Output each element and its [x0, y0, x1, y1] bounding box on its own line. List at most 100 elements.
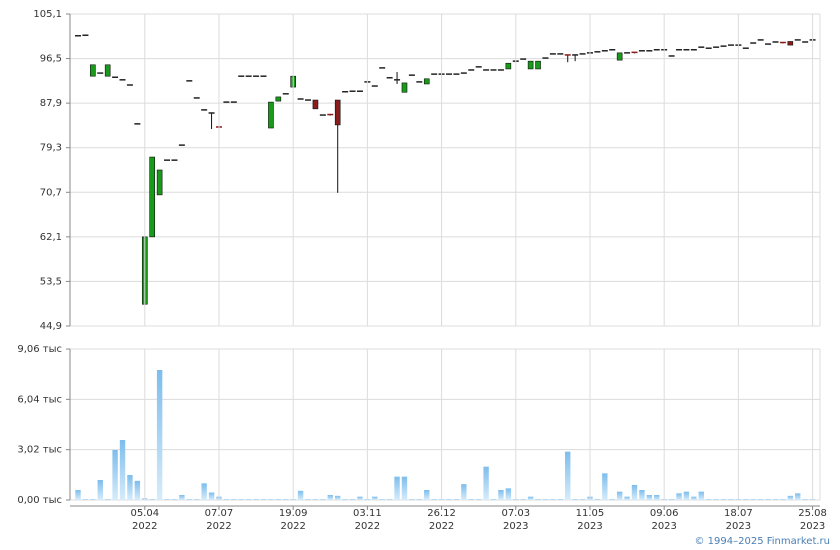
volume-bar — [542, 499, 549, 500]
volume-bar — [283, 499, 289, 500]
volume-bar — [112, 450, 118, 500]
x-tick-label: 25.08 — [798, 508, 827, 519]
x-tick-label: 09.06 — [650, 508, 679, 519]
volume-bar — [505, 488, 512, 500]
volume-bar — [401, 476, 408, 500]
volume-bar — [720, 499, 727, 500]
volume-bar — [787, 495, 794, 500]
volume-bar — [483, 466, 489, 500]
volume-bar — [245, 499, 252, 500]
y-tick-label: 79,3 — [40, 143, 62, 154]
volume-bar — [713, 499, 719, 500]
volume-bar — [268, 499, 274, 500]
volume-bar — [453, 499, 460, 500]
x-tick-label: 07.07 — [205, 508, 234, 519]
candle-body — [401, 82, 408, 93]
x-tick-year: 2022 — [132, 521, 157, 532]
y-tick-label: 3,02 тыс — [17, 445, 62, 456]
volume-bar — [802, 499, 808, 500]
volume-bar — [490, 499, 497, 500]
x-tick-year: 2023 — [503, 521, 528, 532]
candle-body — [268, 101, 274, 129]
volume-bar — [119, 440, 126, 500]
x-tick-year: 2023 — [651, 521, 676, 532]
volume-bar — [164, 499, 170, 500]
volume-bar — [156, 370, 163, 500]
candle-body — [90, 64, 96, 77]
y-tick-label: 44,9 — [40, 321, 62, 332]
volume-bar — [728, 499, 734, 500]
volume-bar — [446, 499, 452, 500]
volume-bar — [149, 499, 155, 500]
x-tick-year: 2023 — [577, 521, 602, 532]
volume-bar — [253, 499, 259, 500]
candle-body — [334, 99, 341, 126]
volume-bar — [305, 499, 311, 500]
volume-bar — [683, 491, 690, 500]
volume-bar — [743, 499, 749, 500]
volume-bar — [82, 499, 89, 500]
x-tick-year: 2023 — [726, 521, 751, 532]
volume-bar — [780, 499, 786, 500]
volume-bar — [231, 499, 237, 500]
volume-bar — [97, 480, 103, 500]
y-tick-label: 87,9 — [40, 98, 62, 109]
candle-body — [312, 99, 319, 110]
volume-bar — [260, 499, 267, 500]
y-tick-label: 53,5 — [40, 276, 62, 287]
volume-bar — [75, 490, 81, 500]
volume-bar — [706, 499, 712, 500]
volume-bar — [527, 496, 534, 500]
volume-bar — [691, 496, 697, 500]
volume-bar — [550, 499, 556, 500]
volume-bar — [668, 499, 675, 500]
x-tick-label: 19.09 — [279, 508, 308, 519]
volume-bar — [579, 499, 586, 500]
candle-body — [505, 62, 512, 70]
candle-body — [275, 96, 282, 102]
x-tick-year: 2022 — [280, 521, 305, 532]
volume-bar — [416, 499, 423, 500]
volume-bar — [631, 485, 638, 500]
volume-bar — [772, 499, 779, 500]
volume-bar — [646, 495, 653, 500]
volume-bar — [179, 495, 185, 500]
y-tick-label: 105,1 — [33, 9, 62, 20]
volume-bar — [750, 499, 756, 500]
x-tick-label: 03.11 — [353, 508, 382, 519]
volume-bar — [594, 499, 601, 500]
x-tick-year: 2022 — [355, 521, 380, 532]
volume-bar — [134, 480, 141, 500]
volume-bar — [349, 499, 356, 500]
volume-bar — [90, 499, 96, 500]
volume-bar — [127, 475, 133, 500]
volume-bar — [795, 493, 801, 500]
volume-bar — [201, 483, 207, 500]
volume-bar — [475, 499, 482, 500]
copyright: © 1994–2025 Finmarket.ru — [694, 536, 830, 547]
volume-bar — [357, 496, 363, 500]
volume-bar — [639, 490, 645, 500]
volume-bar — [238, 499, 244, 500]
volume-bar — [386, 499, 393, 500]
volume-bar — [602, 473, 608, 500]
volume-bar — [275, 499, 282, 500]
y-tick-label: 9,06 тыс — [17, 344, 62, 355]
volume-bar — [757, 499, 764, 500]
y-tick-label: 62,1 — [40, 232, 62, 243]
volume-bar — [297, 490, 304, 500]
y-tick-label: 6,04 тыс — [17, 394, 62, 405]
volume-bar — [104, 499, 111, 500]
candle-body — [527, 60, 534, 70]
candle-body — [423, 78, 430, 85]
volume-bar — [654, 495, 660, 500]
volume-bar — [194, 499, 200, 500]
volume-bar — [616, 491, 623, 500]
volume-bar — [535, 499, 541, 500]
x-tick-year: 2022 — [429, 521, 454, 532]
x-tick-label: 18.07 — [724, 508, 753, 519]
y-tick-label: 0,00 тыс — [17, 495, 62, 506]
candle-body — [616, 52, 623, 61]
volume-bar — [409, 499, 415, 500]
